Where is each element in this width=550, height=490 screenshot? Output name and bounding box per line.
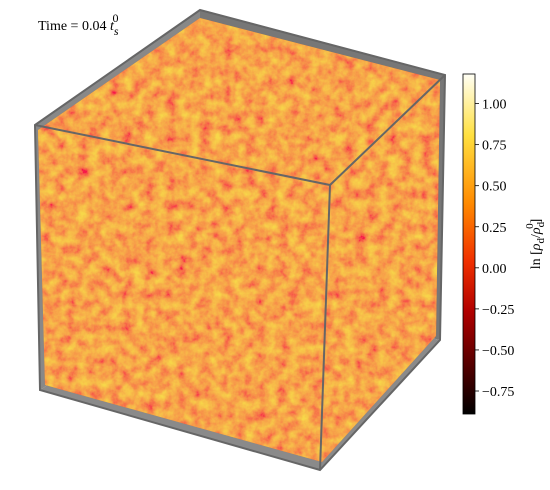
label-part: d [535,238,547,244]
colorbar-tick-label: 0.25 [482,221,507,236]
label-part: d [535,221,547,227]
colorbar-tick-label: −0.25 [482,303,514,318]
colorbar-tick-label: 1.00 [482,98,507,113]
label-part: ln [ [529,250,544,269]
colorbar [462,73,476,415]
colorbar-label: ln [ρd/ρd0] [524,219,547,270]
title-var: t [110,19,115,34]
density-texture [38,18,440,462]
cube [33,8,447,472]
label-part: ρ [529,227,544,235]
cube-edge [319,184,331,471]
title-sup: 0 [113,11,119,25]
label-part: ] [529,219,544,224]
title-sub: s [114,24,119,38]
colorbar-tick-label: −0.50 [482,344,514,359]
title-text: Time = 0.04 [38,19,110,34]
colorbar-tick-label: 0.50 [482,180,507,195]
colorbar-tick-label: −0.75 [482,385,514,400]
chart-title: Time = 0.04 ts0 [38,11,119,38]
label-part: 0 [524,223,536,229]
label-part: / [529,234,544,238]
colorbar-tick-label: 0.00 [482,262,507,277]
cube-outline [33,8,447,472]
label-part: ρ [529,243,544,251]
colorbar-tick-label: 0.75 [482,139,507,154]
